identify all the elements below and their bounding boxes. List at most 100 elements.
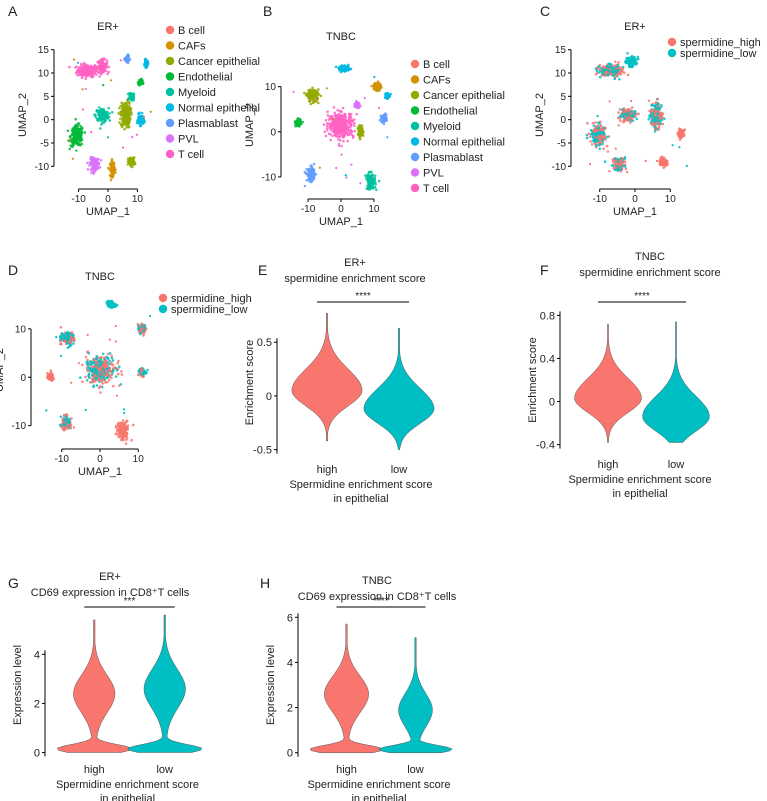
umap-point-cluster-5 [379,83,383,87]
legend-label: spermidine_low [680,48,756,60]
umap-point-cluster-8 [141,121,145,124]
umap-point-stray [374,89,377,92]
umap-point-cluster-0 [85,70,88,74]
umap-panel-d: TNBC-10 0 10-10010UMAP_1UMAP_2spermidine_h… [0,271,252,478]
legend-label: Myeloid [178,87,216,99]
x-tick-label: 10 [665,194,677,205]
umap-panel-c: ER+-10 0 10-10-5051015UMAP_1UMAP_2spermidi… [534,21,761,218]
umap-point-cluster-1 [594,144,598,148]
umap-point-cluster-0 [329,138,333,142]
umap-point-cluster-0 [336,120,340,123]
umap-point-cluster-0 [108,352,112,355]
umap-point-cluster-4 [124,108,127,111]
umap-point-cluster-1 [311,86,314,90]
umap-point-cluster-3 [309,180,313,184]
umap-point-cluster-3 [111,111,114,114]
umap-point-cluster-1 [605,144,609,148]
umap-point-cluster-0 [349,122,353,126]
umap-point-cluster-7 [111,164,114,167]
umap-point-cluster-0 [334,120,338,123]
umap-point-cluster-0 [326,124,329,127]
umap-point-cluster-3 [656,120,660,124]
umap-point-cluster-0 [600,66,603,70]
umap-point-cluster-0 [74,72,78,75]
umap-point-cluster-3 [313,173,316,176]
legend-label: B cell [178,25,205,37]
umap-point-cluster-0 [102,368,105,372]
umap-point-cluster-3 [305,172,308,175]
umap-point-stray [363,97,366,100]
umap-point-cluster-0 [323,130,327,134]
umap-point-cluster-0 [110,373,113,377]
umap-point-cluster-0 [95,376,98,379]
umap-point-cluster-8 [382,122,386,126]
umap-point-cluster-4 [118,121,121,124]
umap-point-cluster-0 [617,61,620,64]
legend-swatch [165,87,175,97]
umap-point-cluster-0 [106,373,110,377]
umap-point-cluster-10 [144,59,147,62]
umap-point-cluster-4 [123,117,127,121]
y-tick-label: -5 [557,139,566,150]
panel-letter-a: A [8,3,18,19]
umap-point-cluster-0 [329,123,333,127]
umap-point-cluster-0 [87,366,91,370]
legend-swatch [165,25,175,35]
umap-point-cluster-6 [95,161,99,165]
umap-point-cluster-0 [324,119,328,122]
umap-point-stray [345,176,348,179]
umap-point-cluster-2 [629,121,632,124]
umap-point-cluster-1 [63,339,67,343]
umap-point-cluster-1 [317,88,320,91]
umap-point-cluster-0 [89,370,93,373]
umap-point-cluster-8 [382,120,386,123]
umap-point-cluster-0 [353,129,357,133]
umap-point-cluster-3 [105,114,109,118]
umap-point-cluster-3 [311,175,315,178]
umap-point-cluster-0 [91,358,95,362]
umap-point-cluster-1 [599,128,602,131]
umap-point-cluster-4 [132,423,135,427]
x-tick-label: 10 [132,194,144,205]
umap-point-cluster-4 [364,174,367,177]
umap-point-cluster-3 [659,115,663,118]
umap-point-cluster-3 [62,422,66,426]
umap-point-cluster-0 [349,128,353,132]
umap-point-cluster-3 [650,108,654,112]
umap-point-cluster-0 [68,65,71,69]
umap-point-cluster-4 [122,119,126,123]
umap-point-cluster-1 [102,70,105,73]
umap-point-cluster-4 [119,110,122,114]
umap-point-cluster-0 [93,368,97,371]
umap-point-stray [685,164,688,167]
umap-point-cluster-4 [118,106,121,110]
umap-point-cluster-0 [74,66,77,69]
umap-point-cluster-5 [613,163,616,166]
umap-point-cluster-1 [597,121,600,124]
umap-point-stray [386,136,389,139]
umap-point-cluster-2 [634,114,637,118]
umap-point-cluster-1 [606,135,609,139]
umap-point-cluster-4 [119,104,123,108]
umap-point-cluster-0 [117,372,120,376]
umap-point-cluster-5 [619,159,622,163]
legend-label: Endothelial [178,72,232,84]
umap-point-cluster-7 [361,133,364,136]
umap-point-stray [75,149,78,152]
umap-point-stray [109,79,113,82]
umap-point-cluster-3 [107,106,110,110]
umap-point-cluster-0 [106,376,109,379]
legend-swatch [667,37,677,47]
umap-point-cluster-8 [138,122,142,125]
umap-point-cluster-4 [664,159,667,163]
umap-point-cluster-4 [120,101,123,104]
umap-point-cluster-3 [649,113,653,116]
legend-swatch [410,183,420,193]
umap-point-cluster-1 [73,338,76,342]
umap-point-cluster-0 [92,384,96,388]
umap-point-cluster-2 [78,134,81,138]
umap-point-cluster-2 [49,377,52,381]
umap-point-cluster-3 [307,167,311,171]
